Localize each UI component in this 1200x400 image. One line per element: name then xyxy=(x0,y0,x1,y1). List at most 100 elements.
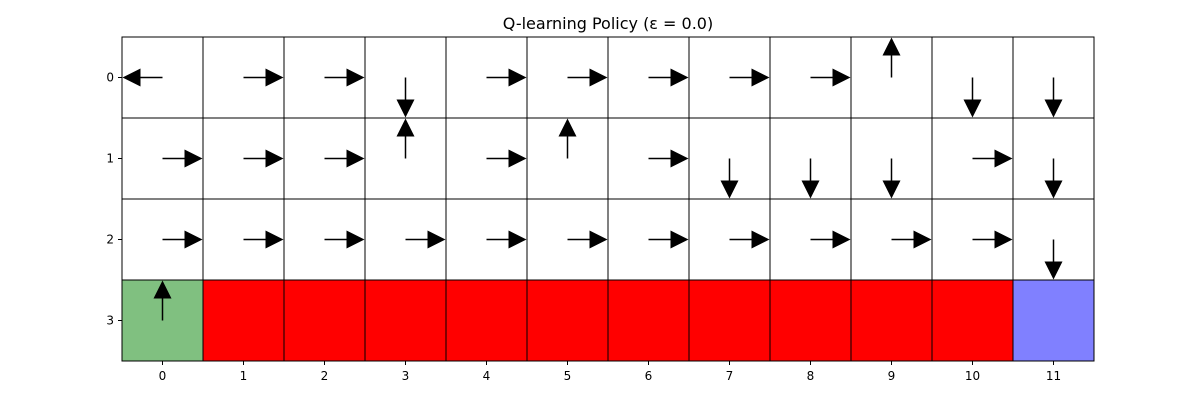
arrow-head xyxy=(963,99,982,118)
arrow-head xyxy=(508,68,527,87)
arrow-head xyxy=(720,180,739,199)
y-tick-label: 1 xyxy=(106,152,114,166)
arrow-head xyxy=(751,230,770,249)
arrow-head xyxy=(994,149,1013,168)
arrow-right-r0-c5 xyxy=(567,68,608,87)
cell-cliff-r3-c6 xyxy=(607,279,690,362)
x-tick-label: 7 xyxy=(726,369,734,383)
x-tick-label: 4 xyxy=(483,369,491,383)
policy-arrows xyxy=(122,37,1063,321)
x-tick-label: 6 xyxy=(645,369,653,383)
arrow-down-r1-c7 xyxy=(720,158,739,199)
arrow-up-r3-c0 xyxy=(153,280,172,321)
y-tick-label: 3 xyxy=(106,314,114,328)
y-axis: 0 1 2 3 xyxy=(106,71,122,328)
arrow-right-r1-c10 xyxy=(972,149,1013,168)
cell-cliff-r3-c7 xyxy=(688,279,771,362)
arrow-down-r1-c9 xyxy=(882,158,901,199)
arrow-right-r0-c7 xyxy=(729,68,770,87)
cell-cliff-r3-c8 xyxy=(769,279,852,362)
arrow-right-r0-c2 xyxy=(324,68,365,87)
chart-title: Q-learning Policy (ε = 0.0) xyxy=(503,14,713,33)
x-tick-label: 5 xyxy=(564,369,572,383)
arrow-head xyxy=(508,149,527,168)
x-tick-label: 2 xyxy=(321,369,329,383)
arrow-head xyxy=(122,68,141,87)
cell-cliff-r3-c1 xyxy=(202,279,285,362)
grid-cells xyxy=(121,36,1095,362)
arrow-right-r2-c0 xyxy=(162,230,203,249)
arrow-right-r2-c1 xyxy=(243,230,284,249)
x-tick-label: 10 xyxy=(965,369,980,383)
arrow-head xyxy=(589,68,608,87)
arrow-right-r1-c6 xyxy=(648,149,689,168)
arrow-right-r2-c9 xyxy=(891,230,932,249)
arrow-head xyxy=(882,180,901,199)
arrow-head xyxy=(832,230,851,249)
arrow-right-r2-c5 xyxy=(567,230,608,249)
arrow-head xyxy=(994,230,1013,249)
arrow-right-r0-c6 xyxy=(648,68,689,87)
arrow-right-r0-c8 xyxy=(810,68,851,87)
arrow-head xyxy=(670,230,689,249)
arrow-head xyxy=(1044,99,1063,118)
arrow-up-r0-c9 xyxy=(882,37,901,78)
arrow-head xyxy=(396,118,415,137)
x-tick-label: 3 xyxy=(402,369,410,383)
arrow-head xyxy=(1044,180,1063,199)
arrow-head xyxy=(801,180,820,199)
arrow-down-r1-c8 xyxy=(801,158,820,199)
cell-goal-r3-c11 xyxy=(1012,279,1095,362)
arrow-down-r0-c3 xyxy=(396,77,415,118)
y-tick-label: 2 xyxy=(106,233,114,247)
arrow-right-r1-c1 xyxy=(243,149,284,168)
cell-cliff-r3-c2 xyxy=(283,279,366,362)
arrow-right-r0-c1 xyxy=(243,68,284,87)
arrow-head xyxy=(184,149,203,168)
arrow-up-r1-c3 xyxy=(396,118,415,159)
arrow-left-r0-c0 xyxy=(122,68,163,87)
arrow-head xyxy=(184,230,203,249)
arrow-right-r1-c4 xyxy=(486,149,527,168)
arrow-head xyxy=(265,149,284,168)
arrow-down-r0-c11 xyxy=(1044,77,1063,118)
arrow-head xyxy=(670,68,689,87)
arrow-head xyxy=(1044,261,1063,280)
arrow-head xyxy=(589,230,608,249)
arrow-head xyxy=(558,118,577,137)
arrow-right-r2-c6 xyxy=(648,230,689,249)
x-tick-label: 1 xyxy=(240,369,248,383)
arrow-head xyxy=(396,99,415,118)
arrow-head xyxy=(751,68,770,87)
arrow-down-r2-c11 xyxy=(1044,239,1063,280)
cell-cliff-r3-c5 xyxy=(526,279,609,362)
arrow-right-r2-c8 xyxy=(810,230,851,249)
arrow-up-r1-c5 xyxy=(558,118,577,159)
arrow-head xyxy=(153,280,172,299)
arrow-head xyxy=(913,230,932,249)
arrow-head xyxy=(882,37,901,56)
arrow-head xyxy=(670,149,689,168)
cell-cliff-r3-c10 xyxy=(931,279,1014,362)
arrow-head xyxy=(346,149,365,168)
arrow-right-r2-c10 xyxy=(972,230,1013,249)
arrow-right-r2-c3 xyxy=(405,230,446,249)
arrow-head xyxy=(346,230,365,249)
x-axis: 0 1 2 3 4 5 6 7 8 9 10 11 xyxy=(159,361,1061,383)
y-tick-label: 0 xyxy=(106,71,114,85)
x-tick-label: 9 xyxy=(888,369,896,383)
arrow-right-r1-c0 xyxy=(162,149,203,168)
x-tick-label: 11 xyxy=(1046,369,1061,383)
arrow-right-r2-c4 xyxy=(486,230,527,249)
arrow-head xyxy=(265,68,284,87)
arrow-head xyxy=(265,230,284,249)
cell-cliff-r3-c4 xyxy=(445,279,528,362)
x-tick-label: 8 xyxy=(807,369,815,383)
arrow-right-r0-c4 xyxy=(486,68,527,87)
arrow-down-r0-c10 xyxy=(963,77,982,118)
arrow-right-r2-c2 xyxy=(324,230,365,249)
cell-cliff-r3-c9 xyxy=(850,279,933,362)
arrow-head xyxy=(427,230,446,249)
arrow-head xyxy=(346,68,365,87)
